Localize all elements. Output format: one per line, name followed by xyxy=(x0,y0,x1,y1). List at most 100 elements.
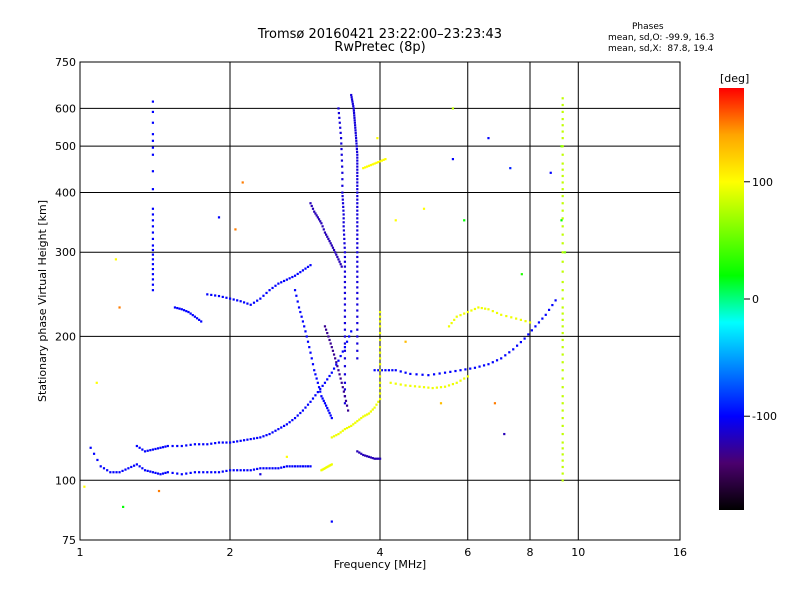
trace-point xyxy=(343,270,347,273)
trace-point xyxy=(236,299,239,302)
trace-point xyxy=(561,353,564,356)
trace-point xyxy=(561,386,564,389)
trace-point xyxy=(350,96,353,99)
trace-point xyxy=(421,373,424,376)
trace-point xyxy=(356,357,359,360)
trace-point xyxy=(246,469,249,472)
trace-point xyxy=(151,289,155,292)
trace-point xyxy=(299,271,302,274)
trace-point xyxy=(350,330,353,333)
trace-point xyxy=(394,369,397,372)
trace-point xyxy=(379,346,382,349)
trace-point xyxy=(379,310,382,314)
trace-point xyxy=(343,242,346,245)
trace-point xyxy=(487,308,490,311)
trace-point xyxy=(151,258,155,261)
trace-point xyxy=(118,471,121,474)
y-tick-label: 300 xyxy=(55,246,76,259)
trace-point xyxy=(334,251,337,254)
trace-point xyxy=(373,162,376,165)
trace-point xyxy=(337,432,340,436)
trace-point xyxy=(561,242,564,245)
trace-point xyxy=(249,437,252,441)
trace-point xyxy=(342,229,345,232)
trace-point xyxy=(356,168,359,171)
trace-point xyxy=(282,424,286,428)
trace-point xyxy=(354,137,358,140)
trace-point xyxy=(356,246,359,249)
trace-point xyxy=(221,295,224,299)
trace-point xyxy=(379,375,382,378)
trace-point xyxy=(379,386,382,390)
trace-point xyxy=(337,107,340,110)
trace-point xyxy=(325,233,328,236)
trace-point xyxy=(319,390,322,393)
trace-point xyxy=(323,467,327,470)
trace-point xyxy=(151,278,155,281)
trace-point xyxy=(350,93,353,97)
trace-point xyxy=(339,137,343,140)
trace-point xyxy=(409,384,412,387)
trace-point xyxy=(335,361,338,364)
trace-point xyxy=(343,328,347,331)
trace-point xyxy=(288,465,291,468)
trace-point xyxy=(328,464,331,467)
trace-point xyxy=(343,275,347,278)
trace-point xyxy=(379,369,382,372)
trace-point xyxy=(306,340,310,343)
trace-point xyxy=(337,258,340,261)
trace-point xyxy=(382,158,385,161)
trace-point xyxy=(447,384,451,387)
trace-point xyxy=(469,367,472,370)
trace-point xyxy=(341,350,344,353)
trace-point xyxy=(455,381,458,384)
scatter-point xyxy=(493,402,497,405)
trace-point xyxy=(443,371,447,374)
trace-point xyxy=(151,273,155,276)
trace-point xyxy=(340,142,343,145)
trace-point xyxy=(299,310,302,314)
x-tick-label: 16 xyxy=(673,546,687,559)
trace-point xyxy=(138,465,141,468)
trace-point xyxy=(352,111,356,115)
trace-point xyxy=(309,400,312,403)
trace-point xyxy=(561,432,564,436)
trace-point xyxy=(297,306,301,309)
trace-point xyxy=(242,469,246,472)
trace-point xyxy=(202,443,205,446)
trace-point xyxy=(214,294,217,297)
trace-point xyxy=(561,202,564,205)
trace-point xyxy=(356,225,359,228)
trace-point xyxy=(380,159,383,162)
trace-point xyxy=(206,293,209,296)
trace-point xyxy=(340,159,344,162)
trace-point xyxy=(331,349,335,352)
trace-point xyxy=(334,357,337,360)
trace-point xyxy=(280,281,283,284)
trace-point xyxy=(299,465,302,468)
trace-point xyxy=(195,317,199,320)
trace-point xyxy=(225,441,228,444)
trace-point xyxy=(371,408,374,411)
trace-point xyxy=(343,251,347,254)
trace-point xyxy=(341,194,344,198)
trace-point xyxy=(146,449,149,452)
trace-point xyxy=(314,394,317,397)
trace-point xyxy=(343,315,347,318)
trace-point xyxy=(345,404,349,407)
trace-point xyxy=(356,159,359,162)
data-points xyxy=(83,93,567,523)
trace-point xyxy=(256,436,259,440)
trace-point xyxy=(515,317,518,320)
trace-point xyxy=(171,444,174,448)
trace-point xyxy=(161,472,165,475)
trace-point xyxy=(293,465,297,468)
trace-point xyxy=(329,463,332,467)
trace-point xyxy=(180,473,183,476)
trace-point xyxy=(459,369,462,372)
trace-point xyxy=(342,225,345,228)
trace-point xyxy=(353,119,356,122)
trace-point xyxy=(340,381,343,384)
trace-point xyxy=(484,307,487,310)
